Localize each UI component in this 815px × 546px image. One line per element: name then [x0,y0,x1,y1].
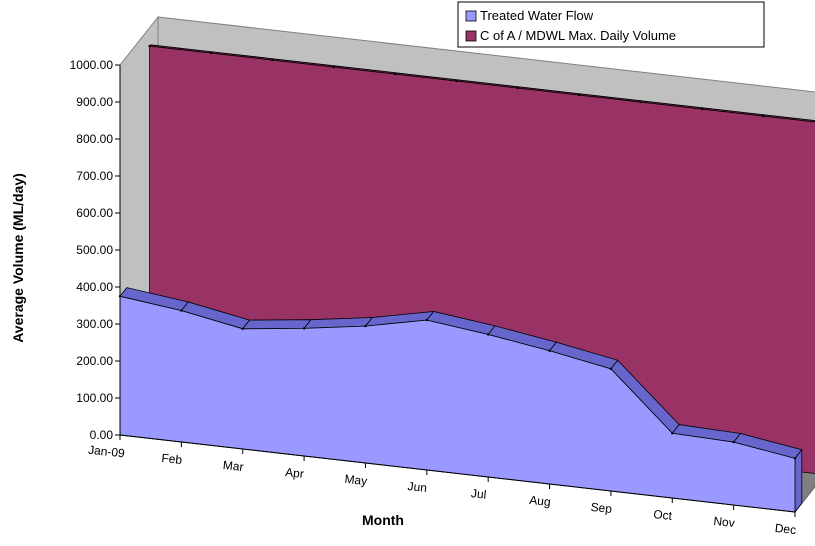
treated-water-flow-point-10 [732,440,735,444]
y-tick-label: 800.00 [76,132,113,146]
x-tick-label: Jan-09 [88,443,126,461]
treated-water-flow-point-3 [302,327,306,330]
x-tick-label: Sep [590,500,613,516]
max-daily-volume-point-1 [209,51,213,55]
x-tick-label: Feb [161,451,183,467]
y-tick-label: 300.00 [76,317,113,331]
treated-water-flow-point-2 [241,327,244,330]
treated-water-flow-point-6 [487,333,490,336]
max-daily-volume-point-10 [762,114,765,118]
x-tick-label: Jun [407,479,428,495]
x-tick-label: Mar [222,458,244,474]
legend-swatch-max-daily-volume [465,30,477,42]
legend-swatch-treated-water-flow [465,10,477,22]
max-daily-volume-point-0 [148,44,151,48]
x-tick-label: May [344,472,368,488]
x-axis-line [119,434,796,513]
legend: Treated Water Flow C of A / MDWL Max. Da… [457,1,765,48]
y-tick-label: 400.00 [76,280,113,294]
x-axis: Jan-09 Feb Mar Apr May Jun Jul Aug Sep Oct Nov Dec [88,434,797,537]
y-tick-label: 200.00 [76,354,113,368]
y-axis: 0.00 100.00 200.00 300.00 400.00 500.00 600.00… [70,58,121,442]
y-tick-label: 700.00 [76,169,113,183]
max-daily-volume-point-7 [578,93,581,97]
x-tick-label: Aug [529,493,552,509]
y-tick-label: 500.00 [76,243,113,257]
y-axis-title: Average Volume (ML/day) [10,173,26,343]
treated-water-flow-point-5 [425,318,428,322]
treated-water-flow-point-11 [793,457,797,460]
max-daily-volume-point-2 [271,58,274,62]
x-tick-label: Jul [470,486,487,502]
max-daily-volume-point-8 [639,100,642,104]
y-tick-label: 1000.00 [70,58,114,72]
max-daily-volume-point-3 [332,65,335,69]
treated-water-flow-top-segment [241,319,312,330]
x-tick-label: Nov [713,514,736,530]
max-daily-volume-point-9 [700,107,704,111]
legend-label-max-daily-volume: C of A / MDWL Max. Daily Volume [480,28,676,43]
max-daily-volume-point-5 [455,79,458,83]
treated-water-flow-point-9 [671,432,674,435]
x-axis-title: Month [362,512,404,528]
y-tick-label: 100.00 [76,391,113,405]
max-daily-volume-point-4 [393,72,397,76]
treated-water-flow-point-4 [364,324,367,328]
x-tick-label: Dec [774,521,797,537]
y-tick-label: 0.00 [90,428,114,442]
treated-water-flow-point-8 [609,367,613,371]
legend-box [457,1,765,48]
y-tick-label: 600.00 [76,206,113,220]
legend-label-treated-water-flow: Treated Water Flow [480,8,594,23]
max-daily-volume-point-6 [516,86,519,90]
series-treated-water-flow [118,287,803,514]
y-tick-label: 900.00 [76,95,113,109]
treated-water-flow-point-7 [548,349,551,352]
x-tick-label: Apr [285,465,305,481]
x-tick-label: Oct [653,507,674,523]
treated-water-flow-point-1 [180,309,183,312]
treated-water-flow-end-cap [794,448,803,514]
